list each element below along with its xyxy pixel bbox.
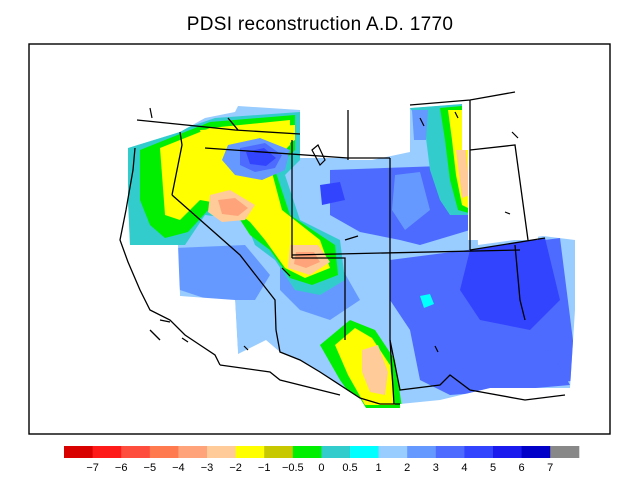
legend-swatch [321, 446, 351, 458]
legend-swatch [64, 446, 94, 458]
legend-swatch [407, 446, 437, 458]
boundaries [119, 91, 566, 405]
legend-tick-label: 6 [519, 462, 525, 474]
legend-ticks: −7 −6 −5 −4 −3 −2 −1 −0.5 0 0.5 1 2 3 4 5 6 7 [86, 462, 553, 474]
legend-tick-label: −0.5 [282, 462, 304, 474]
legend-tick-label: −5 [144, 462, 157, 474]
legend-tick-label: −3 [201, 462, 214, 474]
legend-tick-label: −7 [86, 462, 99, 474]
legend-tick-label: 0 [318, 462, 324, 474]
legend-tick-label: −2 [229, 462, 242, 474]
legend-tick-label: 1 [376, 462, 382, 474]
legend-swatch [493, 446, 523, 458]
legend-swatch [207, 446, 237, 458]
legend-swatch [464, 446, 494, 458]
legend-swatch [178, 446, 208, 458]
pdsi-field [128, 104, 575, 408]
legend-swatch [264, 446, 294, 458]
legend-swatch [235, 446, 265, 458]
legend-swatches [64, 446, 580, 458]
legend-tick-label: 0.5 [342, 462, 357, 474]
legend-swatch [92, 446, 122, 458]
legend-swatch [350, 446, 380, 458]
legend-tick-label: 3 [433, 462, 439, 474]
legend-swatch [435, 446, 465, 458]
lakes [149, 107, 519, 353]
legend-swatch [521, 446, 551, 458]
legend-swatch [378, 446, 408, 458]
legend-tick-label: 4 [461, 462, 467, 474]
legend-swatch [550, 446, 580, 458]
legend-swatch [149, 446, 179, 458]
legend-tick-label: 7 [547, 462, 553, 474]
map-title: PDSI reconstruction A.D. 1770 [186, 14, 454, 35]
legend-tick-label: 2 [404, 462, 410, 474]
legend-tick-label: 5 [490, 462, 496, 474]
legend-swatch [292, 446, 322, 458]
legend-tick-label: −6 [115, 462, 128, 474]
legend-tick-label: −4 [172, 462, 185, 474]
legend-swatch [121, 446, 151, 458]
legend-tick-label: −1 [258, 462, 271, 474]
